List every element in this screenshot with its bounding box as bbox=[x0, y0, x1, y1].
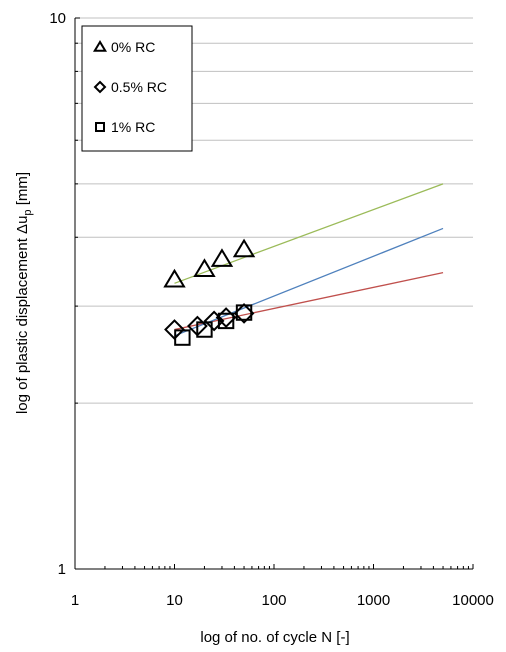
x-tick-labels: 1 10 100 1000 10000 bbox=[71, 592, 494, 609]
data-point-diamond bbox=[233, 302, 255, 324]
legend-marker-square bbox=[95, 122, 105, 132]
data-point-triangle bbox=[163, 268, 186, 288]
legend-marker-diamond bbox=[93, 80, 107, 94]
data-point-triangle bbox=[232, 238, 256, 258]
legend-items: 0% RC 0.5% RC 1% RC bbox=[92, 39, 167, 135]
x-tick-label: 1 bbox=[71, 592, 79, 609]
legend-marker-triangle bbox=[92, 40, 108, 52]
x-tick-label: 10 bbox=[166, 592, 183, 609]
y-axis-title-subscript: p bbox=[22, 209, 34, 215]
data-point-square bbox=[235, 304, 253, 321]
axes bbox=[74, 17, 474, 570]
x-axis-title: log of no. of cycle N [-] bbox=[200, 629, 349, 646]
x-tick-label: 1000 bbox=[357, 592, 390, 609]
legend-label: 0.5% RC bbox=[111, 79, 167, 95]
legend-label: 1% RC bbox=[111, 119, 155, 135]
legend-label: 0% RC bbox=[111, 39, 155, 55]
y-axis-title: log of plastic displacement Δup [mm] bbox=[14, 172, 34, 414]
data-point-triangle bbox=[193, 258, 216, 277]
x-tick-label: 100 bbox=[261, 592, 286, 609]
data-point-square bbox=[196, 321, 213, 338]
data-point-square bbox=[174, 329, 191, 346]
data-point-triangle bbox=[210, 248, 234, 267]
data-point-diamond bbox=[203, 310, 225, 332]
y-tick-label: 1 bbox=[58, 561, 66, 578]
y-tick-labels: 1 10 bbox=[49, 10, 66, 578]
legend: 0% RC 0.5% RC 1% RC bbox=[81, 25, 193, 152]
y-axis-title-main: log of plastic displacement Δu bbox=[14, 216, 31, 414]
x-tick-label: 10000 bbox=[452, 592, 494, 609]
data-markers bbox=[163, 238, 256, 346]
y-axis-title-unit: [mm] bbox=[14, 172, 31, 210]
y-tick-label: 10 bbox=[49, 10, 66, 27]
data-point-square bbox=[217, 312, 235, 330]
